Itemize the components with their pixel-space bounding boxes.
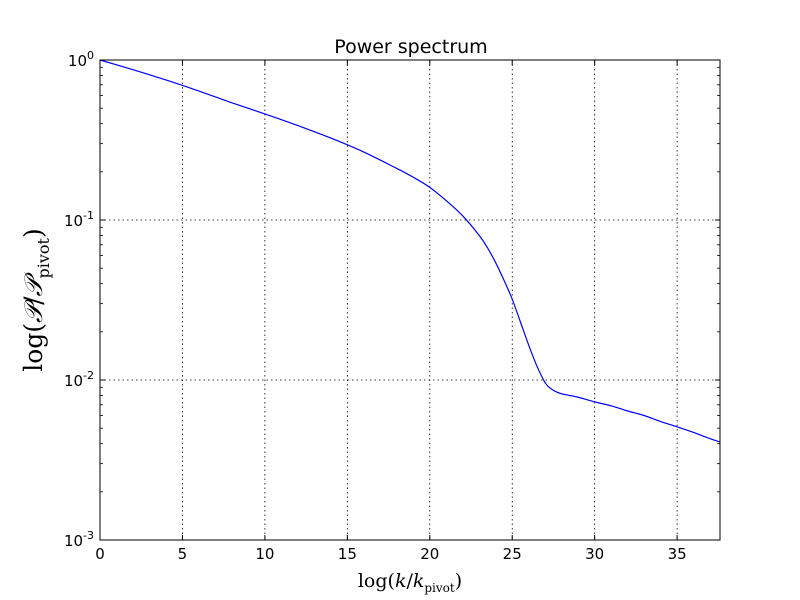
x-tick-label: 25 bbox=[503, 545, 522, 563]
y-tick-exponent: -1 bbox=[83, 209, 94, 222]
chart-title: Power spectrum bbox=[334, 36, 487, 58]
y-tick-label: 10-2 bbox=[64, 369, 94, 390]
x-tick-label: 5 bbox=[178, 545, 188, 563]
x-tick-label: 20 bbox=[420, 545, 439, 563]
y-tick-exponent: -2 bbox=[83, 369, 94, 382]
plot-frame bbox=[99, 59, 721, 541]
x-tick-labels: 0 5 10 15 20 25 30 35 bbox=[95, 545, 686, 563]
y-tick-base: 10 bbox=[68, 52, 87, 70]
y-tick-base: 10 bbox=[64, 372, 83, 390]
ticks bbox=[99, 59, 720, 541]
series-layer bbox=[99, 59, 721, 443]
x-tick-label: 10 bbox=[255, 545, 274, 563]
x-tick-label: 35 bbox=[668, 545, 687, 563]
y-tick-base: 10 bbox=[64, 212, 83, 230]
x-axis-label: log(k/kpivot) bbox=[358, 570, 462, 595]
x-tick-label: 15 bbox=[338, 545, 357, 563]
y-tick-label: 10-3 bbox=[64, 529, 94, 550]
y-tick-exponent: 0 bbox=[87, 49, 94, 62]
y-tick-base: 10 bbox=[64, 532, 83, 550]
y-tick-exponent: -3 bbox=[83, 529, 94, 542]
y-tick-label: 100 bbox=[68, 49, 94, 70]
y-tick-label: 10-1 bbox=[64, 209, 94, 230]
x-tick-label: 30 bbox=[585, 545, 604, 563]
y-axis-label: log(𝒫/𝒫pivot) bbox=[19, 228, 53, 372]
power-spectrum-line bbox=[99, 59, 721, 443]
x-tick-label: 0 bbox=[95, 545, 105, 563]
grid-lines bbox=[100, 60, 720, 540]
